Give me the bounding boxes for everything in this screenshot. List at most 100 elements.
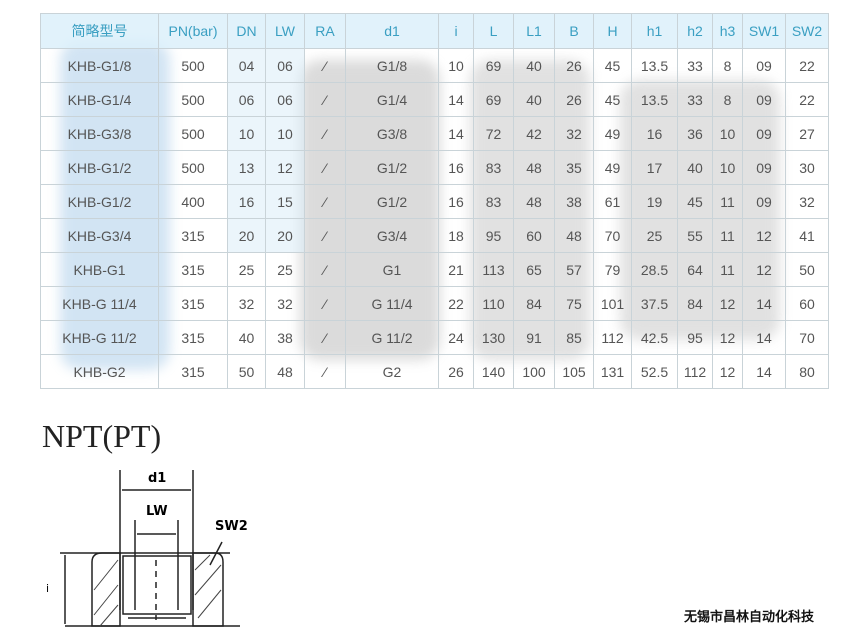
table-cell: 13.5 [631, 82, 678, 117]
table-cell: 38 [554, 184, 594, 219]
table-cell: 41 [785, 218, 829, 253]
table-cell: 09 [742, 150, 786, 185]
table-cell: 37.5 [631, 286, 678, 321]
table-cell: 8 [712, 48, 743, 83]
table-cell: 25 [227, 252, 266, 287]
table-cell: 21 [438, 252, 474, 287]
table-cell: 09 [742, 82, 786, 117]
table-cell: 64 [677, 252, 713, 287]
table-cell: ⁄ [304, 252, 346, 287]
table-cell: KHB-G1/2 [40, 150, 159, 185]
table-cell: 38 [265, 320, 305, 355]
table-cell: 75 [554, 286, 594, 321]
table-cell: 14 [438, 116, 474, 151]
table-cell: 15 [265, 184, 305, 219]
column-header: DN [227, 13, 266, 49]
table-cell: 8 [712, 82, 743, 117]
table-cell: ⁄ [304, 354, 346, 389]
table-cell: 80 [785, 354, 829, 389]
table-cell: 16 [438, 184, 474, 219]
table-cell: 27 [785, 116, 829, 151]
table-cell: G1/8 [345, 48, 439, 83]
table-cell: 40 [513, 82, 555, 117]
table-cell: 48 [554, 218, 594, 253]
table-cell: 140 [473, 354, 514, 389]
column-header: LW [265, 13, 305, 49]
table-cell: 131 [593, 354, 632, 389]
table-cell: 55 [677, 218, 713, 253]
table-cell: 500 [158, 116, 228, 151]
table-cell: 84 [677, 286, 713, 321]
table-cell: 315 [158, 252, 228, 287]
column-header: h2 [677, 13, 713, 49]
column-header: H [593, 13, 632, 49]
table-cell: 06 [227, 82, 266, 117]
table-cell: 79 [593, 252, 632, 287]
table-cell: G3/8 [345, 116, 439, 151]
table-cell: 19 [631, 184, 678, 219]
column-header: RA [304, 13, 346, 49]
column-header: h3 [712, 13, 743, 49]
table-cell: G 11/4 [345, 286, 439, 321]
table-cell: 130 [473, 320, 514, 355]
table-cell: 26 [554, 82, 594, 117]
table-cell: 32 [554, 116, 594, 151]
table-cell: 33 [677, 48, 713, 83]
table-cell: 113 [473, 252, 514, 287]
table-cell: 14 [742, 320, 786, 355]
section-title: NPT(PT) [42, 418, 162, 454]
table-cell: 11 [712, 252, 743, 287]
column-header: L [473, 13, 514, 49]
column-header: SW2 [785, 13, 829, 49]
table-cell: 40 [677, 150, 713, 185]
table-cell: 06 [265, 82, 305, 117]
table-cell: KHB-G1/2 [40, 184, 159, 219]
table-cell: ⁄ [304, 82, 346, 117]
table-cell: 09 [742, 48, 786, 83]
table-cell: 61 [593, 184, 632, 219]
table-cell: G1/4 [345, 82, 439, 117]
column-header: B [554, 13, 594, 49]
table-cell: 112 [677, 354, 713, 389]
table-cell: 22 [785, 82, 829, 117]
table-row: KHB-G 11/2 315 40 38 ⁄ G 11/2 24 130 91 85 112 42.5… [40, 320, 829, 355]
table-cell: 110 [473, 286, 514, 321]
table-cell: 12 [712, 286, 743, 321]
table-cell: 22 [785, 48, 829, 83]
table-cell: 315 [158, 286, 228, 321]
table-cell: 91 [513, 320, 555, 355]
table-cell: 95 [677, 320, 713, 355]
table-cell: 40 [513, 48, 555, 83]
table-cell: ⁄ [304, 48, 346, 83]
table-cell: 49 [593, 150, 632, 185]
table-cell: ⁄ [304, 320, 346, 355]
table-cell: 500 [158, 48, 228, 83]
table-cell: 83 [473, 184, 514, 219]
table-cell: ⁄ [304, 286, 346, 321]
table-cell: 25 [631, 218, 678, 253]
table-row: KHB-G1 315 25 25 ⁄ G1 21 113 65 57 79 28.5 64 11 12 50 [40, 252, 829, 287]
table-cell: 10 [265, 116, 305, 151]
npt-drawing: d1 LW SW2 i [46, 470, 248, 627]
table-cell: 42.5 [631, 320, 678, 355]
table-cell: 33 [677, 82, 713, 117]
table-cell: 12 [742, 252, 786, 287]
table-cell: 11 [712, 218, 743, 253]
table-cell: 06 [265, 48, 305, 83]
table-cell: 18 [438, 218, 474, 253]
table-cell: 50 [227, 354, 266, 389]
table-cell: ⁄ [304, 150, 346, 185]
column-header: PN(bar) [158, 13, 228, 49]
table-cell: 12 [712, 320, 743, 355]
table-cell: 10 [438, 48, 474, 83]
table-cell: 52.5 [631, 354, 678, 389]
table-cell: 13 [227, 150, 266, 185]
table-row: KHB-G3/8 500 10 10 ⁄ G3/8 14 72 42 32 49 16 36 10 09 27 [40, 116, 829, 151]
table-cell: 22 [438, 286, 474, 321]
column-header: L1 [513, 13, 555, 49]
table-cell: 69 [473, 82, 514, 117]
table-cell: 09 [742, 116, 786, 151]
table-cell: 70 [593, 218, 632, 253]
table-cell: 26 [438, 354, 474, 389]
